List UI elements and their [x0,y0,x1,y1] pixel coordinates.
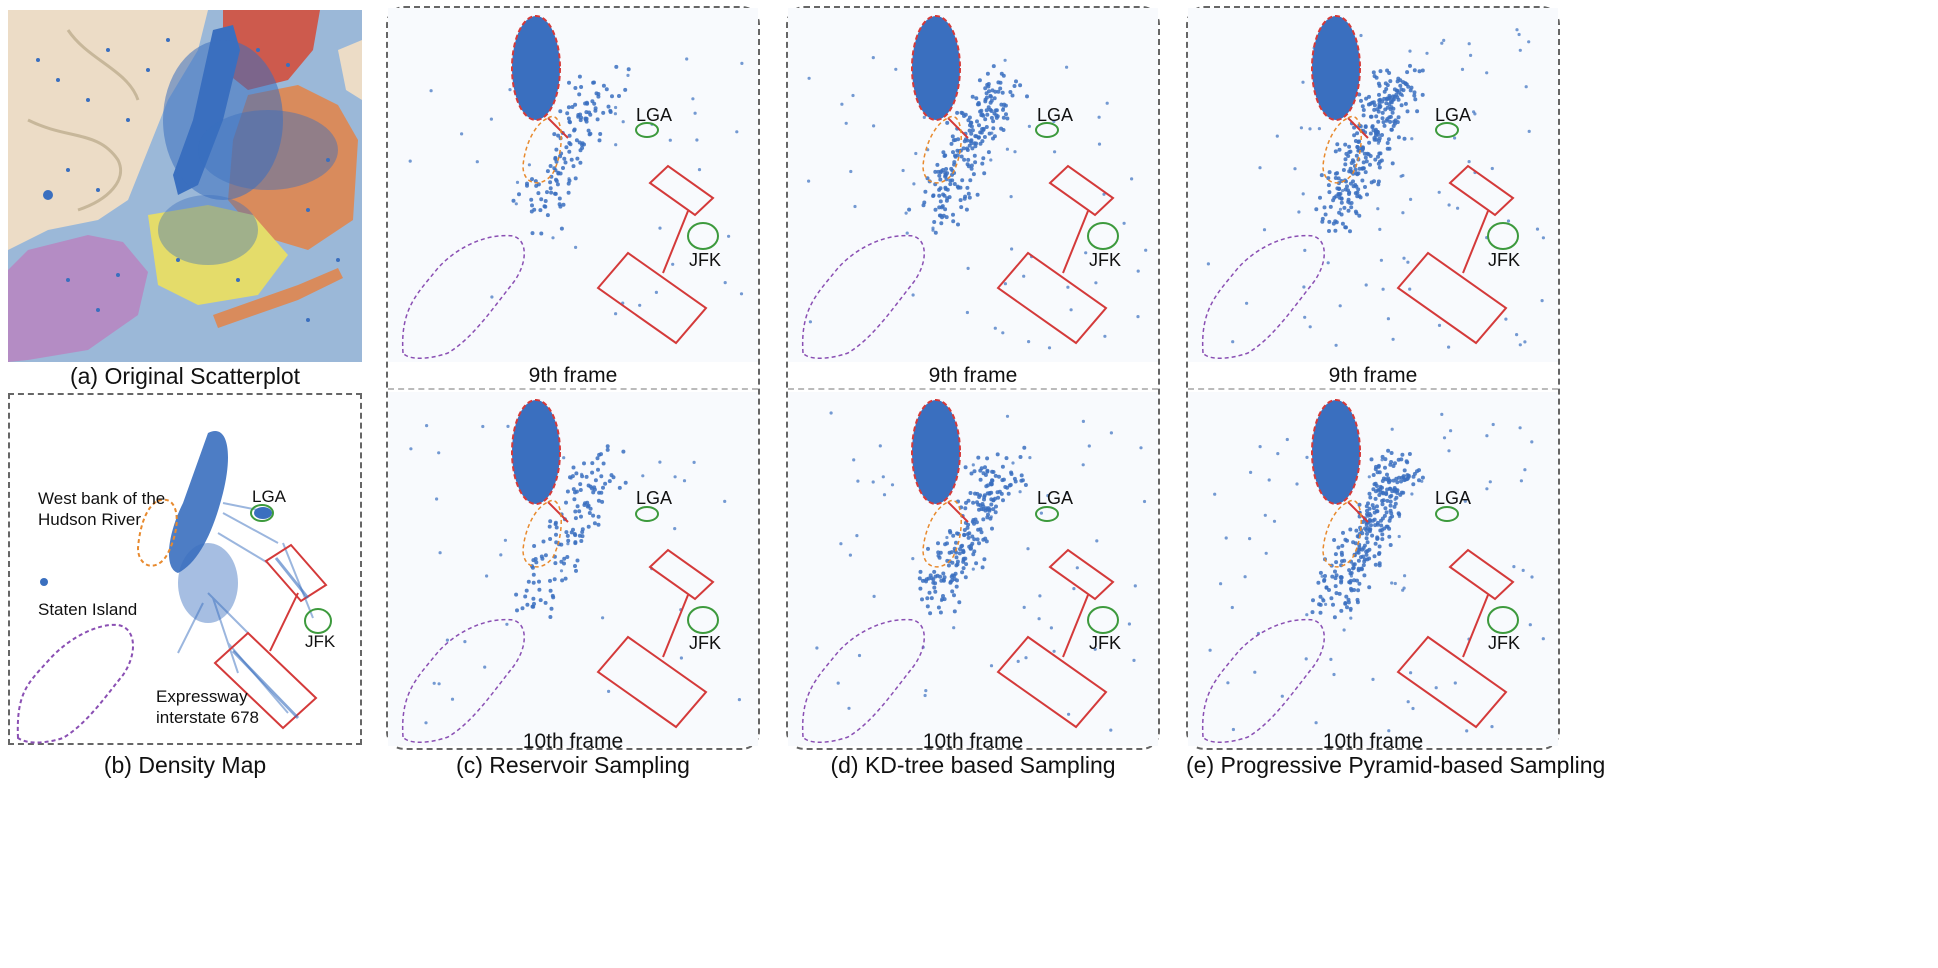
panel-c-lga-top: LGA [636,105,673,125]
density-map [16,431,332,744]
panel-d-lga-bottom: LGA [1037,488,1074,508]
anno-lga: LGA [252,487,287,506]
panel-e-frame10-label: 10th frame [1322,730,1424,753]
panel-d-frame10-plot [788,392,1158,746]
anno-jfk: JFK [305,632,336,651]
anno-west-bank-line1: West bank of the [38,489,166,508]
original-scatterplot-map [8,10,362,362]
panel-d-frame9-plot [788,8,1158,362]
panel-d-separator [788,388,1158,390]
anno-expressway-line1: Expressway [156,687,248,706]
panel-d-lga-top: LGA [1037,105,1074,125]
anno-expressway-line2: interstate 678 [156,708,260,727]
caption-a: (a) Original Scatterplot [69,363,301,389]
panel-c-frame10-plot [388,392,758,746]
panel-e-jfk-top: JFK [1488,250,1521,270]
caption-b: (b) Density Map [103,752,267,778]
caption-c: (c) Reservoir Sampling [456,752,690,778]
panel-d-jfk-bottom: JFK [1089,633,1122,653]
panel-c-jfk-top: JFK [689,250,722,270]
panel-c-jfk-bottom: JFK [689,633,722,653]
panel-e-frame10-plot [1188,392,1558,746]
panel-e-jfk-bottom: JFK [1488,633,1521,653]
panel-e-border [1186,6,1560,750]
panel-d-frame10-label: 10th frame [922,730,1024,753]
density-map-border [8,393,362,745]
panel-c-frame10-label: 10th frame [522,730,624,753]
panel-e-lga-bottom: LGA [1435,488,1472,508]
panel-c-border [386,6,760,750]
panel-c-separator [388,388,758,390]
panel-c-lga-bottom: LGA [636,488,673,508]
panel-d-frame9-label: 9th frame [928,364,1018,387]
panel-d-border [786,6,1160,750]
panel-c-frame9-plot [388,8,758,362]
caption-e: (e) Progressive Pyramid-based Sampling [1186,752,1606,778]
panel-e-frame9-plot [1188,8,1558,362]
panel-e-separator [1188,388,1558,390]
panel-e-lga-top: LGA [1435,105,1472,125]
caption-d: (d) KD-tree based Sampling [830,752,1116,778]
anno-west-bank-line2: Hudson River [38,510,141,529]
anno-staten-island: Staten Island [38,600,138,619]
panel-d-jfk-top: JFK [1089,250,1122,270]
panel-c-frame9-label: 9th frame [528,364,618,387]
panel-e-frame9-label: 9th frame [1328,364,1418,387]
